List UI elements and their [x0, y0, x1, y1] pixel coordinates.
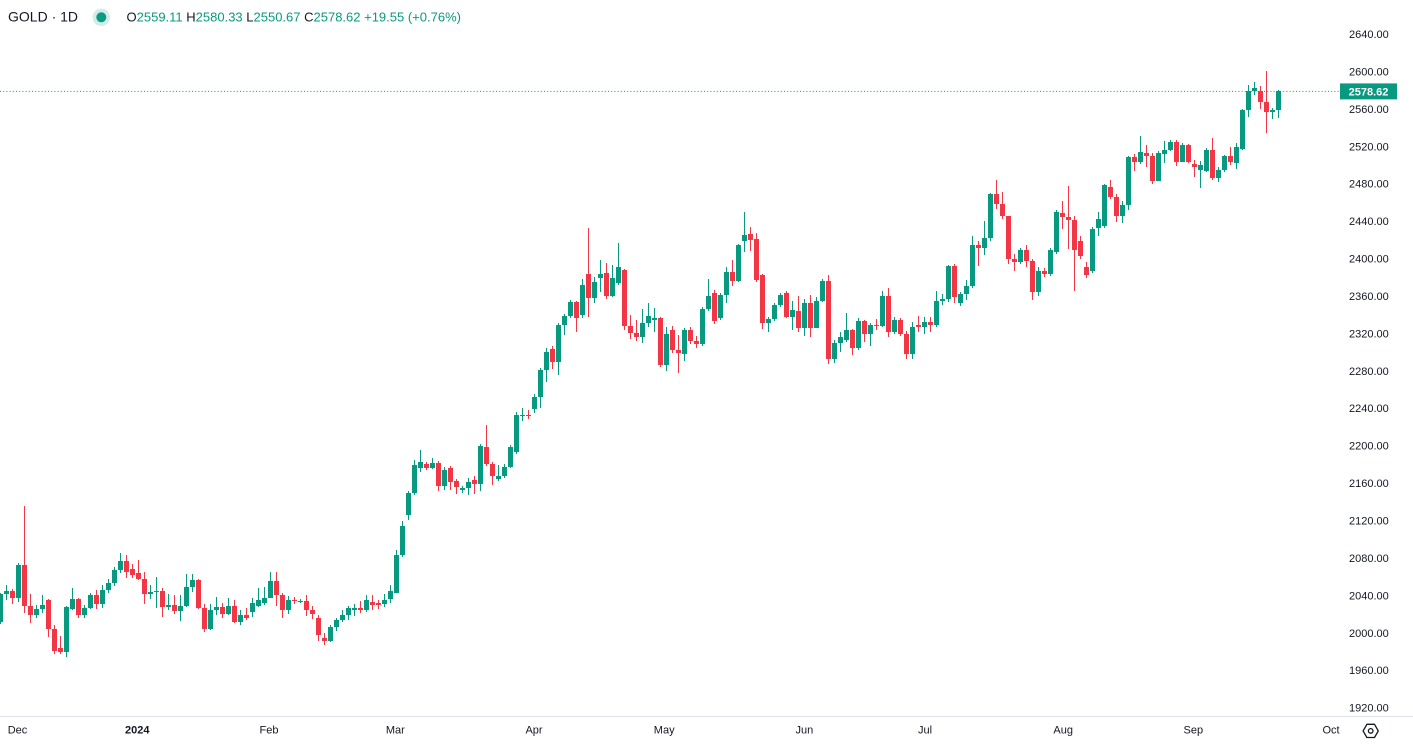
svg-text:O2559.11 H2580.33 L2550.67 C25: O2559.11 H2580.33 L2550.67 C2578.62 +19.… — [127, 9, 461, 24]
svg-text:2240.00: 2240.00 — [1349, 403, 1389, 415]
svg-text:Aug: Aug — [1053, 725, 1073, 737]
svg-text:1920.00: 1920.00 — [1349, 703, 1389, 715]
svg-text:2440.00: 2440.00 — [1349, 216, 1389, 228]
svg-text:2280.00: 2280.00 — [1349, 366, 1389, 378]
svg-text:2578.62: 2578.62 — [1349, 86, 1389, 98]
svg-text:Jun: Jun — [796, 725, 814, 737]
svg-text:2080.00: 2080.00 — [1349, 553, 1389, 565]
svg-text:2640.00: 2640.00 — [1349, 29, 1389, 41]
svg-text:2520.00: 2520.00 — [1349, 141, 1389, 153]
svg-text:2360.00: 2360.00 — [1349, 291, 1389, 303]
svg-text:Jul: Jul — [918, 725, 932, 737]
svg-text:2200.00: 2200.00 — [1349, 441, 1389, 453]
svg-text:2320.00: 2320.00 — [1349, 328, 1389, 340]
svg-text:2160.00: 2160.00 — [1349, 478, 1389, 490]
svg-text:2024: 2024 — [125, 725, 150, 737]
svg-text:2040.00: 2040.00 — [1349, 590, 1389, 602]
svg-text:GOLD · 1D: GOLD · 1D — [8, 9, 78, 25]
svg-text:2400.00: 2400.00 — [1349, 254, 1389, 266]
svg-text:2560.00: 2560.00 — [1349, 104, 1389, 116]
svg-text:Sep: Sep — [1184, 725, 1204, 737]
svg-text:Dec: Dec — [8, 725, 28, 737]
svg-text:May: May — [654, 725, 675, 737]
svg-text:2480.00: 2480.00 — [1349, 179, 1389, 191]
svg-text:2600.00: 2600.00 — [1349, 66, 1389, 78]
svg-text:Oct: Oct — [1322, 725, 1339, 737]
svg-text:Feb: Feb — [260, 725, 279, 737]
svg-text:1960.00: 1960.00 — [1349, 665, 1389, 677]
svg-text:2120.00: 2120.00 — [1349, 516, 1389, 528]
svg-text:Mar: Mar — [386, 725, 405, 737]
svg-text:Apr: Apr — [525, 725, 542, 737]
svg-text:2000.00: 2000.00 — [1349, 628, 1389, 640]
